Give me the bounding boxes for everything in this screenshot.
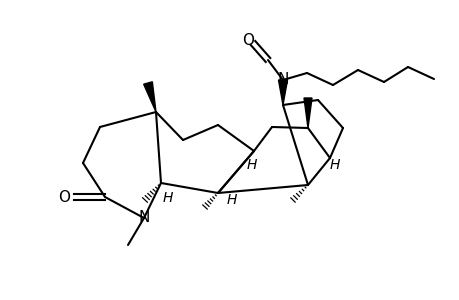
Text: H: H: [226, 193, 237, 207]
Text: H: H: [162, 191, 173, 205]
Polygon shape: [278, 80, 287, 105]
Polygon shape: [303, 98, 311, 128]
Text: N: N: [138, 211, 149, 226]
Text: H: H: [329, 158, 340, 172]
Text: O: O: [241, 32, 253, 47]
Text: N: N: [277, 71, 288, 86]
Polygon shape: [143, 82, 156, 112]
Text: H: H: [246, 158, 257, 172]
Text: O: O: [58, 190, 70, 205]
